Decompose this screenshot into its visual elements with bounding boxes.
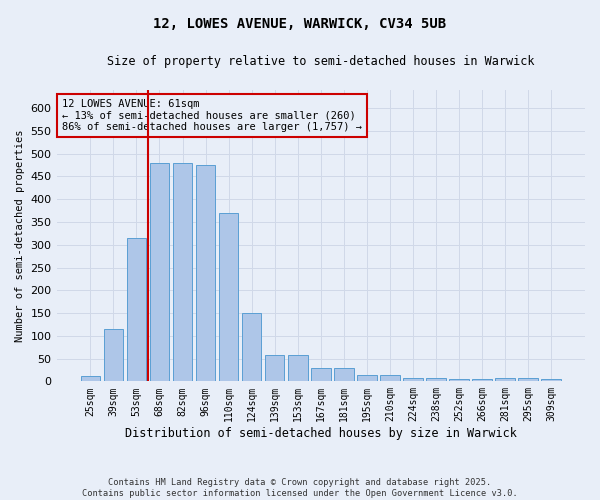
Bar <box>449 379 469 382</box>
Bar <box>104 329 123 382</box>
Text: 12, LOWES AVENUE, WARWICK, CV34 5UB: 12, LOWES AVENUE, WARWICK, CV34 5UB <box>154 18 446 32</box>
Bar <box>518 378 538 382</box>
Bar <box>311 368 331 382</box>
Bar <box>149 163 169 382</box>
Bar <box>380 374 400 382</box>
Text: 12 LOWES AVENUE: 61sqm
← 13% of semi-detached houses are smaller (260)
86% of se: 12 LOWES AVENUE: 61sqm ← 13% of semi-det… <box>62 98 362 132</box>
Bar <box>541 379 561 382</box>
Bar <box>496 378 515 382</box>
Title: Size of property relative to semi-detached houses in Warwick: Size of property relative to semi-detach… <box>107 55 535 68</box>
Bar <box>472 379 492 382</box>
Bar <box>334 368 353 382</box>
Bar <box>80 376 100 382</box>
X-axis label: Distribution of semi-detached houses by size in Warwick: Distribution of semi-detached houses by … <box>125 427 517 440</box>
Bar <box>357 374 377 382</box>
Bar <box>173 163 193 382</box>
Bar <box>196 165 215 382</box>
Bar <box>403 378 423 382</box>
Bar <box>426 378 446 382</box>
Bar <box>219 213 238 382</box>
Bar <box>127 238 146 382</box>
Bar <box>265 355 284 382</box>
Bar <box>242 313 262 382</box>
Bar <box>288 355 308 382</box>
Y-axis label: Number of semi-detached properties: Number of semi-detached properties <box>15 130 25 342</box>
Text: Contains HM Land Registry data © Crown copyright and database right 2025.
Contai: Contains HM Land Registry data © Crown c… <box>82 478 518 498</box>
